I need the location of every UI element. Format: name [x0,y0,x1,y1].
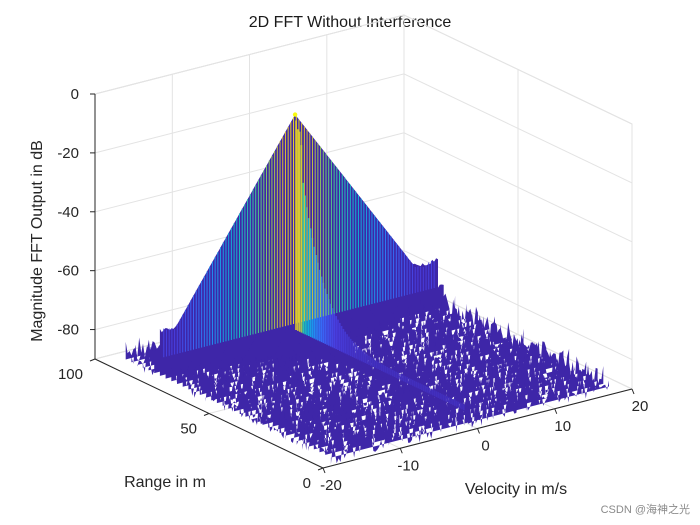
z-gridline [94,14,633,125]
velocity-tick-label: 10 [554,418,571,435]
velocity-tick [477,428,480,434]
magnitude-tick-label: -40 [57,204,79,221]
velocity-tick [554,408,558,414]
surface-slice [291,348,570,443]
range-tick-label: 100 [58,366,83,383]
ridge-highlights [163,112,465,411]
magnitude-tick-label: -20 [57,145,79,162]
magnitude-tick-label: 0 [71,86,79,103]
velocity-tick-label: 20 [632,398,649,415]
top-edge [94,14,405,95]
range-tick [203,413,210,416]
surface [125,114,609,465]
chart-title: 2D FFT Without Interference [248,14,452,31]
range-gridline [208,69,519,414]
magnitude-axis-label: Magnitude FFT Output in dB [29,140,46,342]
surface-slice [325,366,604,457]
velocity-tick [322,467,326,474]
range-tick-label: 50 [180,421,197,438]
watermark: CSDN @海神之光 [600,504,690,516]
surface-slice [330,377,609,465]
surface-peak [292,112,298,117]
z-gridline [94,73,633,184]
range-tick [89,358,96,362]
velocity-tick [631,388,635,395]
magnitude-tick-label: -80 [57,322,79,339]
velocity-tick-label: -10 [397,457,419,474]
velocity-tick-label: -20 [320,477,342,494]
velocity-tick-label: 0 [481,438,489,455]
range-axis-label: Range in m [124,474,206,491]
axes: -20 -10 0 10 20 0 50 100 0 -20 -40 -60 -80 Velocity i… [29,86,648,498]
magnitude-tick-label: -60 [57,263,79,280]
velocity-tick [399,448,403,454]
range-tick [317,467,324,471]
range-tick-label: 0 [303,475,311,492]
velocity-axis-label: Velocity in m/s [465,481,567,498]
